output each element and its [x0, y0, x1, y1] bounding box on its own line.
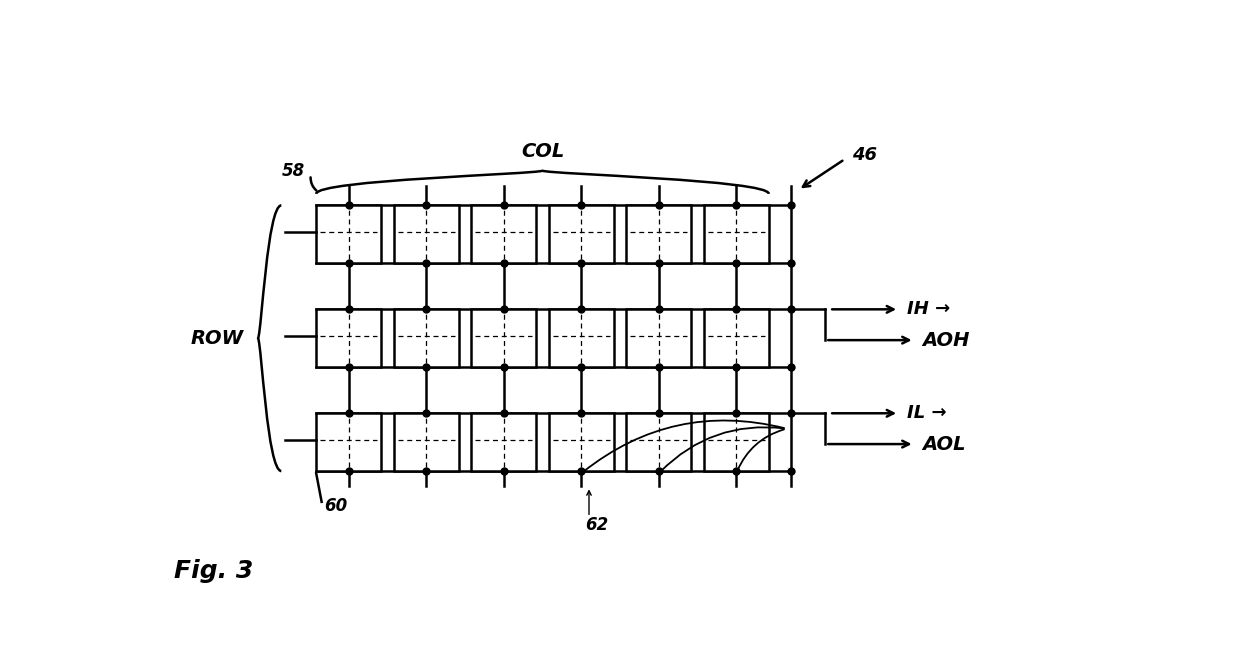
Text: ROW: ROW [191, 329, 244, 347]
Text: 58: 58 [281, 162, 305, 179]
Text: 62: 62 [585, 516, 609, 534]
Bar [703, 413, 769, 471]
Text: IH →: IH → [906, 300, 950, 319]
Text: COL: COL [521, 142, 564, 161]
Bar [703, 309, 769, 367]
Bar [471, 413, 536, 471]
Text: Fig. 3: Fig. 3 [175, 559, 254, 583]
Bar [394, 413, 459, 471]
Text: 60: 60 [324, 497, 347, 515]
Bar [703, 206, 769, 263]
Bar [316, 309, 382, 367]
Text: 46: 46 [853, 146, 878, 165]
Bar [549, 206, 614, 263]
Text: IL →: IL → [906, 405, 946, 422]
Bar [316, 413, 382, 471]
Bar [471, 206, 536, 263]
Bar [626, 413, 692, 471]
Bar [471, 309, 536, 367]
Bar [394, 206, 459, 263]
Text: AOH: AOH [923, 331, 970, 349]
Bar [549, 309, 614, 367]
Bar [626, 309, 692, 367]
Bar [394, 309, 459, 367]
Text: AOL: AOL [923, 435, 966, 454]
Bar [626, 206, 692, 263]
Bar [549, 413, 614, 471]
Bar [316, 206, 382, 263]
